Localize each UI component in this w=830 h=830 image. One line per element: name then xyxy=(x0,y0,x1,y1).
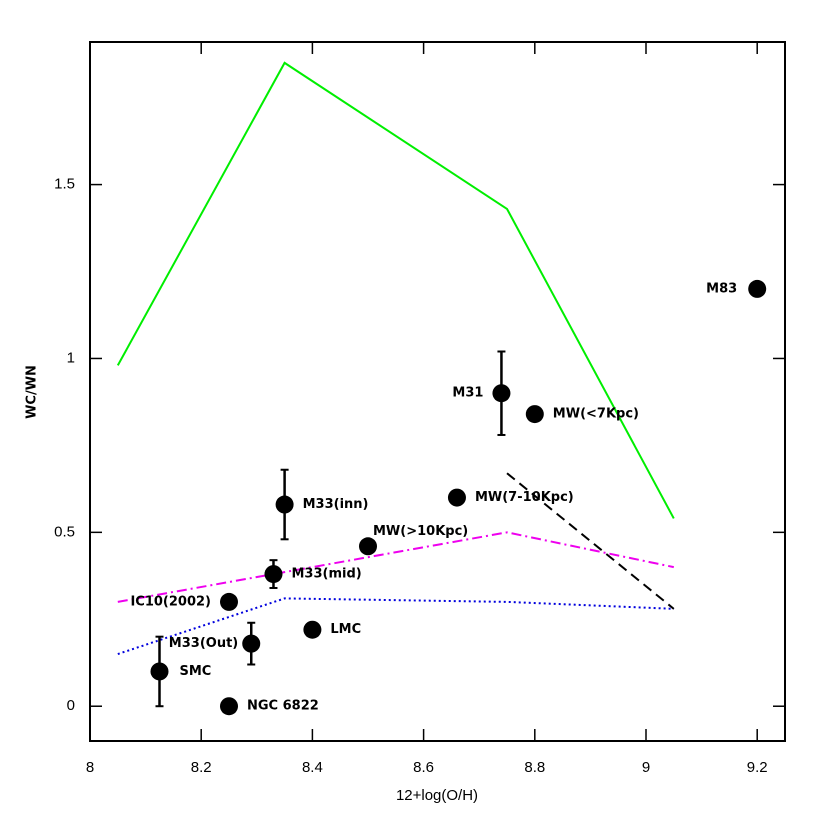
x-axis-label: 12+log(O/H) xyxy=(396,787,478,804)
data-point xyxy=(303,620,322,639)
y-axis-label: WC/WN xyxy=(25,365,40,419)
point-label: SMC xyxy=(180,664,212,679)
data-point xyxy=(264,565,283,584)
point-label: M31 xyxy=(452,386,483,401)
data-point xyxy=(447,488,466,507)
point-label: MW(<7Kpc) xyxy=(553,407,639,422)
data-point xyxy=(242,634,261,653)
point-label: M33(mid) xyxy=(291,567,361,582)
point-label: LMC xyxy=(330,622,361,637)
point-label: IC10(2002) xyxy=(130,594,211,609)
y-tick-label: 0.5 xyxy=(54,523,75,540)
point-label: M33(Out) xyxy=(169,636,238,651)
model-line xyxy=(117,597,674,656)
data-point xyxy=(150,662,169,681)
model-line xyxy=(117,531,675,603)
point-label: NGC 6822 xyxy=(247,699,319,714)
x-tick-label: 8.2 xyxy=(191,759,212,776)
data-point xyxy=(220,697,238,716)
data-point xyxy=(359,537,377,556)
data-point xyxy=(275,495,294,514)
point-label: MW(>10Kpc) xyxy=(373,524,468,539)
data-point xyxy=(220,592,238,611)
x-tick-label: 8.6 xyxy=(413,759,434,776)
y-tick-label: 1.5 xyxy=(54,176,75,193)
x-tick-label: 8.8 xyxy=(524,759,545,776)
model-line xyxy=(116,61,675,519)
x-tick-label: 8.4 xyxy=(302,759,323,776)
point-label: MW(7-10Kpc) xyxy=(475,490,574,505)
data-point xyxy=(748,279,767,298)
x-tick-label: 9 xyxy=(642,759,650,776)
data-point xyxy=(525,405,544,424)
point-label: M33(inn) xyxy=(303,497,369,512)
x-tick-label: 9.2 xyxy=(747,759,768,776)
plot-frame xyxy=(89,41,786,742)
y-tick-label: 1 xyxy=(67,349,75,366)
y-tick-label: 0 xyxy=(67,697,75,714)
model-line xyxy=(506,472,675,610)
x-tick-label: 8 xyxy=(86,759,94,776)
point-label: M83 xyxy=(706,281,737,296)
data-point xyxy=(492,384,511,403)
